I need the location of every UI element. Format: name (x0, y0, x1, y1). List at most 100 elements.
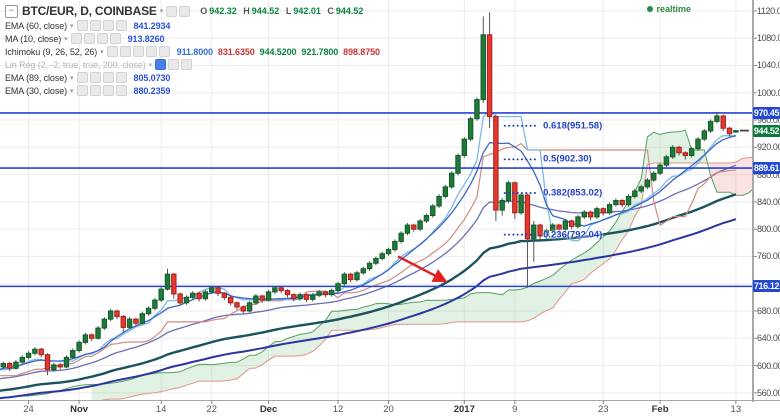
indicator-row-4: Lin Reg (2, -2, true, true, 200, close) ▾ (5, 58, 380, 71)
close-icon[interactable] (158, 46, 170, 57)
chevron-down-icon[interactable]: ▾ (159, 8, 164, 15)
candle (518, 194, 524, 214)
candle (625, 195, 632, 206)
candle (695, 138, 701, 150)
arrow-drawing[interactable] (397, 255, 448, 283)
close-icon[interactable] (109, 33, 121, 44)
eye-icon[interactable] (76, 72, 88, 83)
indicator-name[interactable]: EMA (89, close) (5, 72, 68, 83)
candle (152, 299, 158, 309)
open-value: 942.32 (209, 6, 237, 16)
close-label: C (327, 6, 334, 16)
settings-icon[interactable] (89, 85, 101, 96)
candle (392, 240, 398, 251)
eye-icon[interactable] (76, 20, 88, 31)
candle (177, 293, 183, 304)
candle (158, 288, 164, 301)
plot-area[interactable] (0, 0, 761, 402)
candle (581, 211, 587, 218)
eye-icon[interactable] (166, 5, 178, 17)
kijun-line (0, 143, 736, 377)
candle (714, 115, 720, 122)
chevron-down-icon[interactable]: ▾ (148, 61, 153, 69)
chevron-down-icon[interactable]: ▾ (70, 87, 74, 95)
close-icon[interactable] (115, 72, 127, 83)
candle (221, 292, 228, 298)
settings-icon[interactable] (89, 20, 101, 31)
indicator-name[interactable]: MA (10, close) (5, 33, 62, 44)
candle (215, 287, 221, 294)
close-icon[interactable] (181, 59, 193, 70)
source-icon[interactable] (132, 46, 144, 57)
candle (619, 200, 625, 206)
settings-icon[interactable] (83, 33, 95, 44)
plus-icon[interactable] (96, 33, 108, 44)
symbol-title[interactable]: BTC/EUR, D, COINBASE (22, 4, 157, 18)
indicator-row-1: EMA (60, close) ▾ 841.2934 (5, 19, 380, 32)
candles-layer (0, 12, 739, 376)
candle (663, 156, 670, 166)
candle (398, 232, 404, 242)
candle (284, 290, 291, 296)
price-axis-bg[interactable] (752, 0, 780, 420)
candle (120, 315, 126, 328)
eye-icon[interactable] (70, 33, 82, 44)
candle (726, 127, 733, 135)
candle (404, 224, 411, 234)
eye-icon[interactable] (76, 85, 88, 96)
candle (385, 249, 392, 255)
candle (562, 220, 569, 230)
plus-icon[interactable] (102, 72, 114, 83)
candle (95, 327, 101, 339)
candle (265, 291, 272, 301)
candle (733, 130, 739, 133)
candle (499, 200, 505, 211)
candle (246, 302, 253, 312)
candle (341, 273, 348, 285)
indicator-name[interactable]: Ichimoku (9, 26, 52, 26) (5, 46, 98, 57)
plus-icon[interactable] (145, 46, 157, 57)
chevron-down-icon[interactable]: ▾ (100, 48, 104, 56)
ma10-line (0, 135, 737, 370)
candle (720, 115, 726, 129)
eye-icon[interactable] (155, 59, 167, 70)
candle (183, 296, 190, 304)
indicator-rows: EMA (60, close) ▾ 841.2934 MA (10, close) ▾ 9… (5, 19, 380, 97)
candle (379, 253, 385, 259)
plus-icon[interactable] (102, 20, 114, 31)
candle (512, 182, 518, 214)
candle (240, 306, 246, 312)
settings-icon[interactable] (179, 5, 191, 17)
settings-icon[interactable] (119, 46, 131, 57)
chevron-down-icon[interactable]: ▾ (70, 74, 74, 82)
settings-icon[interactable] (168, 59, 180, 70)
candle (171, 273, 177, 295)
candle (51, 364, 57, 371)
close-value: 944.52 (335, 6, 364, 16)
indicator-name[interactable]: EMA (60, close) (5, 20, 68, 31)
candle (44, 354, 51, 371)
low-value: 942.01 (293, 6, 321, 16)
settings-icon[interactable] (89, 72, 101, 83)
candle (644, 179, 651, 188)
candle (6, 363, 13, 369)
time-axis-bg[interactable] (0, 400, 780, 420)
candle (32, 348, 38, 354)
legend-collapse-icon[interactable]: − (5, 4, 18, 18)
candle (455, 154, 461, 174)
candle (524, 194, 531, 240)
chevron-down-icon[interactable]: ▾ (64, 35, 68, 43)
plus-icon[interactable] (102, 85, 114, 96)
candle (63, 356, 70, 368)
chevron-down-icon[interactable]: ▾ (70, 22, 74, 30)
indicator-value: 913.8260 (127, 33, 165, 44)
eye-icon[interactable] (106, 46, 118, 57)
close-icon[interactable] (115, 20, 127, 31)
close-icon[interactable] (115, 85, 127, 96)
indicator-name[interactable]: EMA (30, close) (5, 85, 68, 96)
indicator-row-2: MA (10, close) ▾ 913.8260 (5, 32, 380, 45)
indicator-name[interactable]: Lin Reg (2, -2, true, true, 200, close) (5, 59, 146, 70)
candle (467, 118, 474, 140)
